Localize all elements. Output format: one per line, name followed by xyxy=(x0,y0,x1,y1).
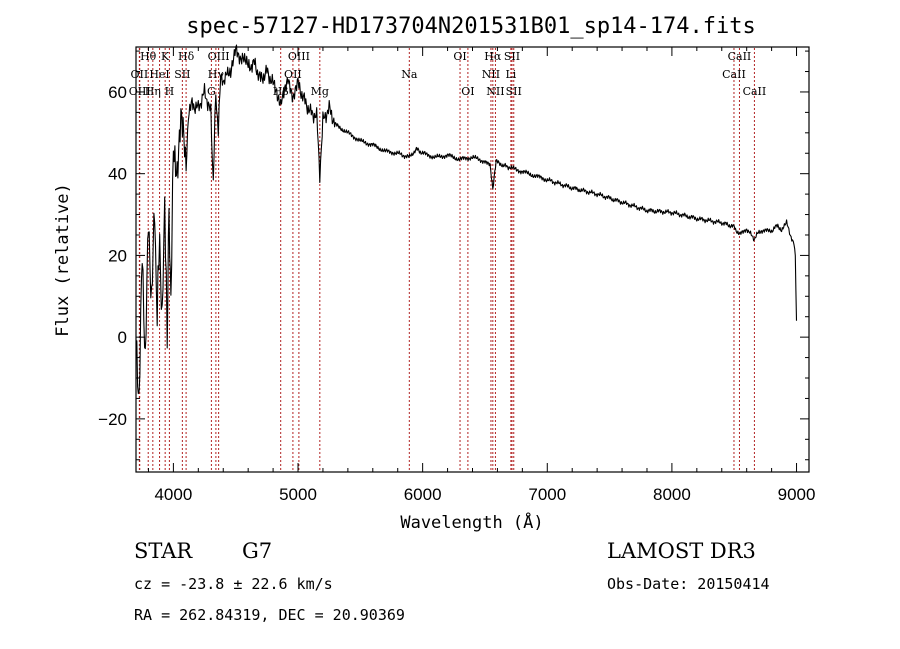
line-marker-label: OI xyxy=(453,50,466,63)
y-ticks: −20 0 20 40 60 xyxy=(98,50,809,461)
line-marker-label: K xyxy=(161,50,170,63)
line-marker-label: SII xyxy=(174,68,190,81)
line-marker-label: NII xyxy=(482,68,500,81)
spectrum-line xyxy=(135,44,798,395)
y-tick-label: 60 xyxy=(108,83,127,102)
survey-name: LAMOST DR3 xyxy=(607,539,756,563)
line-marker-label: Hθ xyxy=(140,50,157,63)
line-marker-label: HeI xyxy=(149,68,169,81)
line-marker-label: OIII xyxy=(208,50,230,63)
object-class: STAR xyxy=(134,539,193,563)
x-tick-label: 5000 xyxy=(279,485,317,504)
y-tick-label: 0 xyxy=(118,328,127,347)
x-tick-label: 9000 xyxy=(778,485,816,504)
x-axis-label: Wavelength (Å) xyxy=(400,511,543,533)
line-marker-label: CaII xyxy=(743,85,767,98)
x-tick-label: 4000 xyxy=(154,485,192,504)
line-marker-label: Hη xyxy=(145,85,161,98)
y-tick-label: −20 xyxy=(98,410,127,429)
coordinates: RA = 262.84319, DEC = 20.90369 xyxy=(134,606,405,624)
y-axis-label: Flux (relative) xyxy=(53,183,73,337)
line-marker-label: OII xyxy=(131,68,149,81)
line-marker-label: Li xyxy=(505,68,516,81)
line-marker-label: Mg xyxy=(311,85,329,98)
line-marker-label: CaII xyxy=(722,68,746,81)
line-marker-label: Hα xyxy=(484,50,502,63)
chart-title: spec-57127-HD173704N201531B01_sp14-174.f… xyxy=(186,14,756,39)
line-marker-label: OII xyxy=(284,68,302,81)
line-marker-label: G xyxy=(207,85,216,98)
x-ticks: 4000 5000 6000 7000 8000 9000 xyxy=(147,47,816,504)
line-marker-label: OIII xyxy=(288,50,310,63)
line-marker-label: H xyxy=(165,85,175,98)
line-marker-label: OI xyxy=(461,85,474,98)
x-tick-label: 6000 xyxy=(404,485,442,504)
line-marker-label: SII xyxy=(506,85,522,98)
plot-frame xyxy=(135,46,810,473)
line-marker-label: Hδ xyxy=(178,50,195,63)
line-marker-label: SII xyxy=(504,50,520,63)
line-marker-label: CaII xyxy=(728,50,752,63)
spectral-subclass: G7 xyxy=(242,539,272,563)
x-tick-label: 7000 xyxy=(528,485,566,504)
x-tick-label: 8000 xyxy=(653,485,691,504)
observation-date: Obs-Date: 20150414 xyxy=(607,575,770,593)
y-tick-label: 20 xyxy=(108,246,127,265)
y-tick-label: 40 xyxy=(108,165,127,184)
redshift-value: cz = -23.8 ± 22.6 km/s xyxy=(134,575,333,593)
line-marker-label: NII xyxy=(486,85,504,98)
line-marker-label: Na xyxy=(401,68,418,81)
line-markers xyxy=(138,48,755,471)
